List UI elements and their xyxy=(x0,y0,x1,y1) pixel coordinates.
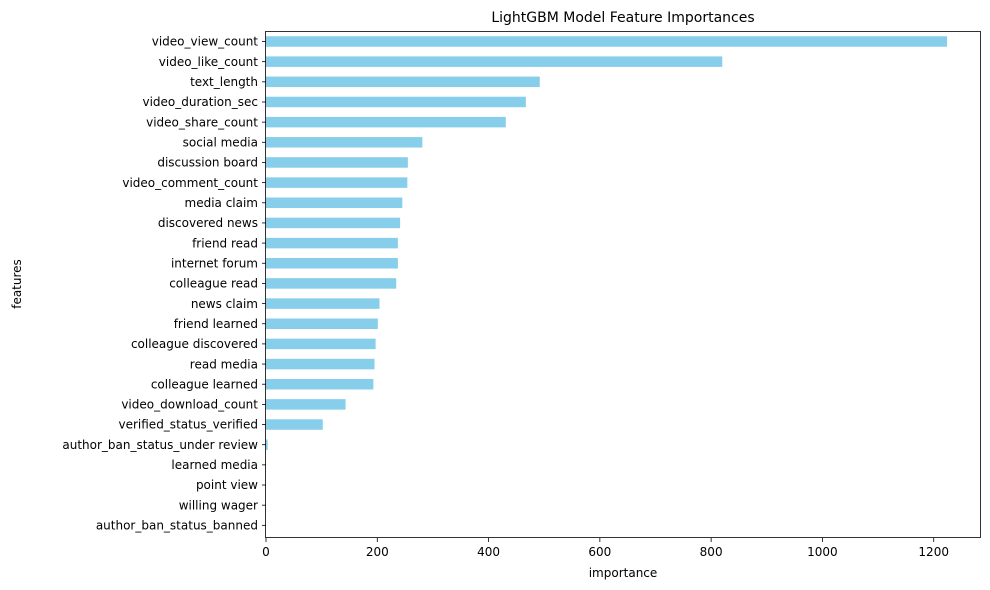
y-axis-label: features xyxy=(10,259,24,309)
y-tick-label: colleague read xyxy=(169,277,258,291)
y-tick-label: video_view_count xyxy=(152,35,259,49)
y-tick-label: friend read xyxy=(192,236,258,250)
y-tick-label: colleague learned xyxy=(151,377,258,391)
y-tick-label: video_share_count xyxy=(146,115,258,129)
bar-8 xyxy=(266,197,403,209)
y-tick-label: point view xyxy=(196,478,258,492)
y-tick-label: learned media xyxy=(171,458,258,472)
y-tick-label: author_ban_status_banned xyxy=(96,519,258,533)
bar-19 xyxy=(266,419,323,430)
bar-9 xyxy=(266,217,401,229)
bar-6 xyxy=(266,157,408,168)
x-tick-label: 200 xyxy=(366,545,389,559)
y-tick-label: video_comment_count xyxy=(122,176,258,190)
y-tick-label: friend learned xyxy=(174,317,258,331)
y-tick-label: read media xyxy=(190,357,258,371)
bar-17 xyxy=(266,378,374,390)
bar-18 xyxy=(266,399,346,410)
y-tick-label: text_length xyxy=(190,75,258,89)
y-tick-label: video_like_count xyxy=(159,55,259,69)
bar-14 xyxy=(266,318,378,329)
bar-16 xyxy=(266,358,375,370)
y-tick-label: social media xyxy=(183,136,258,150)
x-tick-label: 400 xyxy=(477,545,500,559)
bar-15 xyxy=(266,338,376,350)
y-axis-ticks: video_view_count video_like_count text_len… xyxy=(62,35,266,533)
y-tick-label: media claim xyxy=(185,196,259,210)
y-tick-label: discussion board xyxy=(157,156,258,170)
bar-5 xyxy=(266,137,423,148)
y-tick-label: video_duration_sec xyxy=(142,95,258,109)
bar-2 xyxy=(266,76,540,88)
x-tick-label: 0 xyxy=(262,545,270,559)
y-tick-label: author_ban_status_under review xyxy=(62,438,258,452)
y-tick-label: news claim xyxy=(191,297,258,311)
x-tick-label: 1000 xyxy=(807,545,838,559)
bar-7 xyxy=(266,177,408,188)
x-tick-label: 800 xyxy=(700,545,723,559)
bar-3 xyxy=(266,96,526,108)
bar-1 xyxy=(266,56,723,67)
y-tick-label: colleague discovered xyxy=(131,337,258,351)
y-tick-label: internet forum xyxy=(171,256,258,270)
chart-title: LightGBM Model Feature Importances xyxy=(491,10,754,26)
y-tick-label: verified_status_verified xyxy=(119,418,259,432)
bar-12 xyxy=(266,278,397,289)
plot-frame xyxy=(265,31,981,538)
bars-group xyxy=(266,36,948,450)
x-axis-ticks: 0 200 400 600 800 1000 1200 xyxy=(262,538,949,559)
y-tick-label: discovered news xyxy=(158,216,258,230)
bar-13 xyxy=(266,298,380,309)
bar-10 xyxy=(266,237,398,249)
bar-4 xyxy=(266,116,506,128)
bar-0 xyxy=(266,36,948,47)
x-tick-label: 1200 xyxy=(918,545,949,559)
bar-11 xyxy=(266,258,398,269)
x-axis-label: importance xyxy=(589,566,658,580)
y-tick-label: willing wager xyxy=(179,498,258,512)
x-tick-label: 600 xyxy=(588,545,611,559)
y-tick-label: video_download_count xyxy=(121,398,258,412)
bar-20 xyxy=(266,439,268,450)
